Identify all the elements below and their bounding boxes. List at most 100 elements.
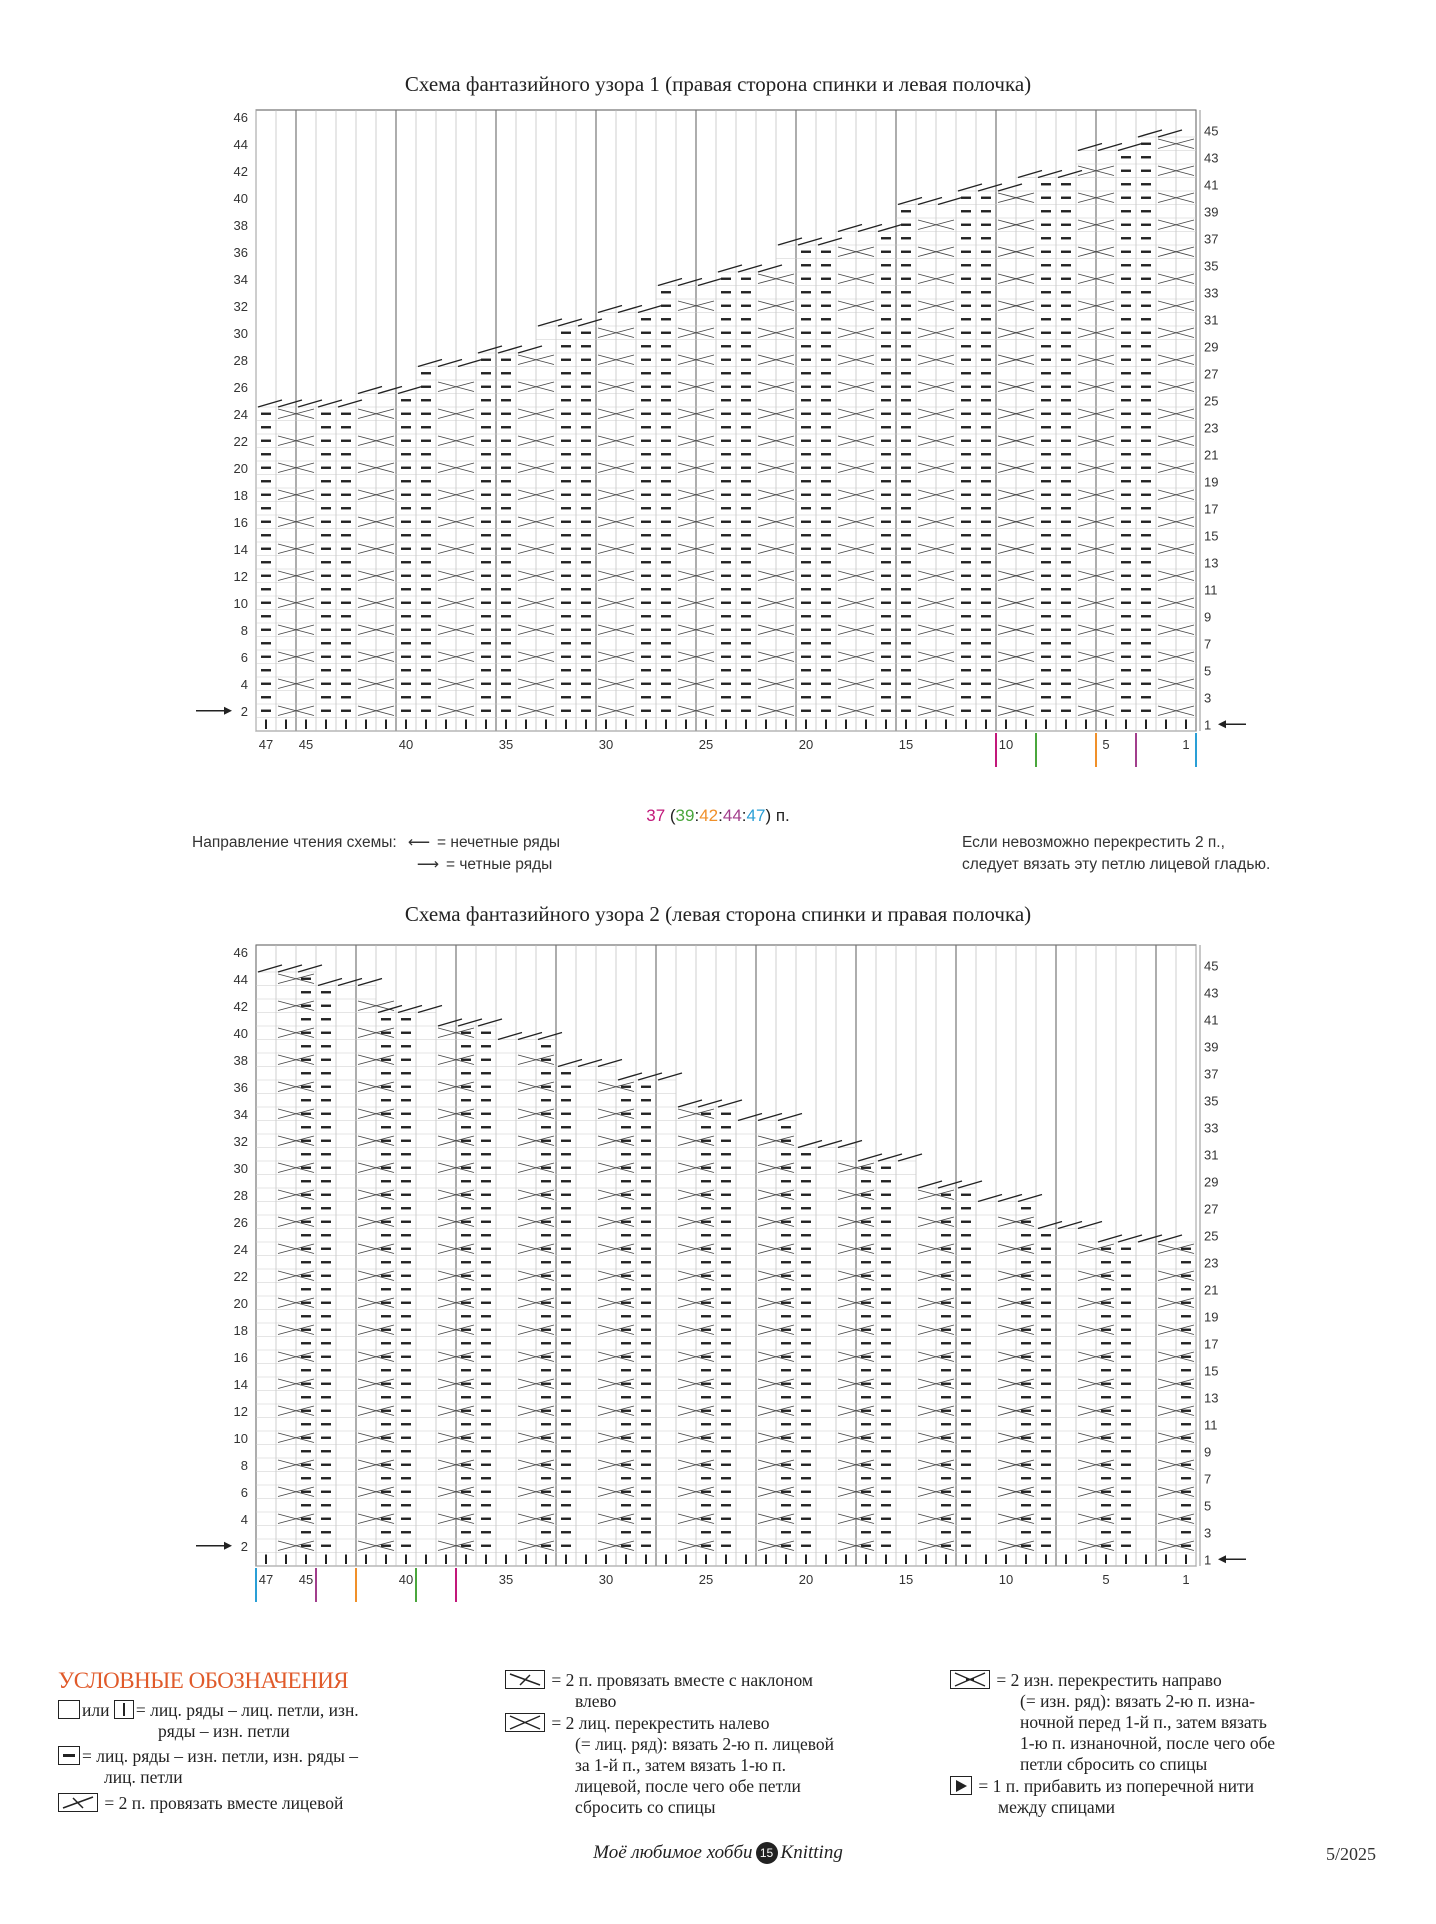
cross-left-icon xyxy=(505,1713,545,1732)
legend-item5-b: (= лиц. ряд): вязать 2-ю п. лицевой xyxy=(575,1734,834,1754)
cross-stitch xyxy=(517,570,555,581)
col-label: 20 xyxy=(799,1572,813,1587)
cross-stitch xyxy=(1077,516,1115,527)
cross-stitch xyxy=(357,705,395,716)
cross-stitch xyxy=(837,1162,875,1173)
footer-magazine: Моё любимое хобби 15 Knitting xyxy=(0,1842,1436,1864)
cross-stitch xyxy=(1077,1486,1115,1497)
row-label-right: 5 xyxy=(1204,1498,1211,1513)
cross-stitch xyxy=(837,246,875,257)
row-label-left: 8 xyxy=(241,623,248,638)
legend-item7-b: между спицами xyxy=(998,1797,1116,1817)
decrease-mark xyxy=(657,277,683,287)
cross-stitch xyxy=(1157,651,1195,662)
cross-stitch xyxy=(517,1324,555,1335)
row-label-left: 28 xyxy=(234,1188,248,1203)
cross-stitch xyxy=(1157,489,1195,500)
row-label-right: 1 xyxy=(1204,717,1211,732)
row-label-right: 7 xyxy=(1204,636,1211,651)
decrease-mark xyxy=(577,1058,603,1068)
row-label-left: 14 xyxy=(234,1377,248,1392)
decrease-mark xyxy=(677,277,703,287)
cross-stitch xyxy=(1157,516,1195,527)
decrease-mark xyxy=(537,318,563,327)
cross-stitch xyxy=(597,1405,635,1416)
cross-stitch xyxy=(1077,300,1115,311)
cross-stitch xyxy=(917,570,955,581)
count-s3: 44 xyxy=(722,806,742,825)
row-label-left: 32 xyxy=(234,299,248,314)
cross-stitch xyxy=(677,1270,715,1281)
row-label-left: 16 xyxy=(234,515,248,530)
cross-stitch xyxy=(517,462,555,473)
note-line-1: Если невозможно перекрестить 2 п., xyxy=(962,834,1225,851)
cross-stitch xyxy=(757,1135,795,1146)
cross-stitch xyxy=(837,435,875,446)
row-label-right: 43 xyxy=(1204,150,1218,165)
cross-stitch xyxy=(1157,300,1195,311)
cross-stitch xyxy=(757,597,795,608)
row-label-right: 19 xyxy=(1204,474,1218,489)
cross-stitch xyxy=(997,570,1035,581)
col-label: 45 xyxy=(299,737,313,752)
cross-stitch xyxy=(837,1513,875,1524)
cross-stitch xyxy=(597,1378,635,1389)
col-label: 5 xyxy=(1102,1572,1109,1587)
cross-right-icon xyxy=(950,1670,990,1689)
decrease-mark xyxy=(1117,142,1143,152)
cross-stitch xyxy=(837,1459,875,1470)
cross-stitch xyxy=(517,489,555,500)
row-label-left: 12 xyxy=(234,1404,248,1419)
cross-stitch xyxy=(1157,435,1195,446)
cross-stitch xyxy=(917,1351,955,1362)
decrease-mark xyxy=(1017,1193,1043,1203)
cross-stitch xyxy=(517,1459,555,1470)
cross-stitch xyxy=(757,435,795,446)
cross-stitch xyxy=(757,1216,795,1227)
col-label: 10 xyxy=(999,737,1013,752)
cross-stitch xyxy=(517,705,555,716)
col-label: 30 xyxy=(599,1572,613,1587)
cross-stitch xyxy=(917,219,955,230)
cross-stitch xyxy=(677,408,715,419)
cross-stitch xyxy=(757,1324,795,1335)
cross-stitch xyxy=(597,1351,635,1362)
empty-cell-icon xyxy=(58,1700,80,1719)
cross-stitch xyxy=(997,327,1035,338)
cross-stitch xyxy=(517,543,555,554)
cross-stitch xyxy=(357,678,395,689)
row-label-left: 44 xyxy=(234,137,248,152)
decrease-mark xyxy=(557,1058,583,1068)
row-label-left: 44 xyxy=(234,972,248,987)
cross-stitch xyxy=(517,1378,555,1389)
decrease-mark xyxy=(297,399,323,408)
cross-stitch xyxy=(597,1162,635,1173)
legend-item-cross-right: = 2 изн. перекрестить направо (= изн. ря… xyxy=(950,1670,1275,1775)
cross-stitch xyxy=(757,354,795,365)
cross-stitch xyxy=(517,1081,555,1092)
cross-stitch xyxy=(1077,1297,1115,1308)
cross-stitch xyxy=(837,1351,875,1362)
decrease-mark xyxy=(837,223,863,233)
decrease-mark xyxy=(797,237,823,246)
cross-stitch xyxy=(917,1486,955,1497)
cross-stitch xyxy=(437,489,475,500)
cross-stitch xyxy=(597,1243,635,1254)
cross-stitch xyxy=(997,219,1035,230)
cross-stitch xyxy=(677,516,715,527)
cross-stitch xyxy=(437,1486,475,1497)
cross-stitch xyxy=(677,1189,715,1200)
cross-stitch xyxy=(997,1351,1035,1362)
cross-stitch xyxy=(277,973,315,984)
row-label-left: 40 xyxy=(234,1026,248,1041)
cross-stitch xyxy=(917,1459,955,1470)
decrease-mark xyxy=(317,977,343,987)
cross-stitch xyxy=(917,1189,955,1200)
decrease-mark xyxy=(997,1193,1023,1203)
cross-stitch xyxy=(1077,1351,1115,1362)
cross-stitch xyxy=(277,597,315,608)
row-label-right: 35 xyxy=(1204,258,1218,273)
row-label-right: 15 xyxy=(1204,528,1218,543)
cross-stitch xyxy=(1157,570,1195,581)
cross-stitch xyxy=(997,1540,1035,1551)
